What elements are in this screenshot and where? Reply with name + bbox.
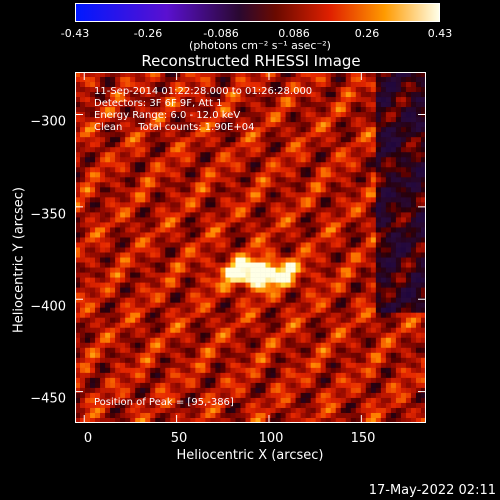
- chart-title: Reconstructed RHESSI Image: [141, 52, 361, 70]
- image-plot: [75, 72, 426, 423]
- y-tick-label: −350: [30, 207, 66, 223]
- x-tick-label: 0: [83, 431, 93, 446]
- heatmap-pixels: [75, 72, 426, 423]
- colorbar-tick: -0.26: [133, 27, 163, 40]
- peak-position-label: Position of Peak = [95,-386]: [94, 397, 234, 408]
- colorbar-gradient: [76, 4, 439, 21]
- x-tick-label: 150: [350, 431, 376, 446]
- y-axis-label: Heliocentric Y (arcsec): [11, 187, 27, 333]
- x-axis-label: Heliocentric X (arcsec): [176, 448, 324, 463]
- colorbar-tick: 0.086: [278, 27, 310, 40]
- energy-range-label: Energy Range: 6.0 - 12.0 keV: [94, 110, 241, 121]
- plot-frame: [75, 72, 426, 423]
- colorbar-tick: 0.26: [354, 27, 380, 40]
- y-tick-label: −300: [30, 114, 66, 130]
- clean-counts-label: Clean Total counts: 1.90E+04: [94, 122, 255, 133]
- timestamp-label: 17-May-2022 02:11: [368, 483, 496, 498]
- time-range-label: 11-Sep-2014 01:22:28.000 to 01:26:28.000: [94, 86, 313, 97]
- colorbar-tick: -0.086: [203, 27, 239, 40]
- colorbar: [75, 3, 440, 22]
- y-tick-label: −450: [30, 391, 66, 407]
- x-tick-label: 50: [170, 431, 188, 446]
- detectors-label: Detectors: 3F 6F 9F, Att 1: [94, 98, 223, 109]
- y-tick-label: −400: [30, 299, 66, 315]
- colorbar-tick: 0.43: [427, 27, 453, 40]
- heatmap-canvas: [75, 72, 426, 423]
- colorbar-tick: -0.43: [60, 27, 90, 40]
- x-tick-label: 100: [258, 431, 284, 446]
- colorbar-unit-label: (photons cm⁻² s⁻¹ asec⁻²): [189, 39, 331, 52]
